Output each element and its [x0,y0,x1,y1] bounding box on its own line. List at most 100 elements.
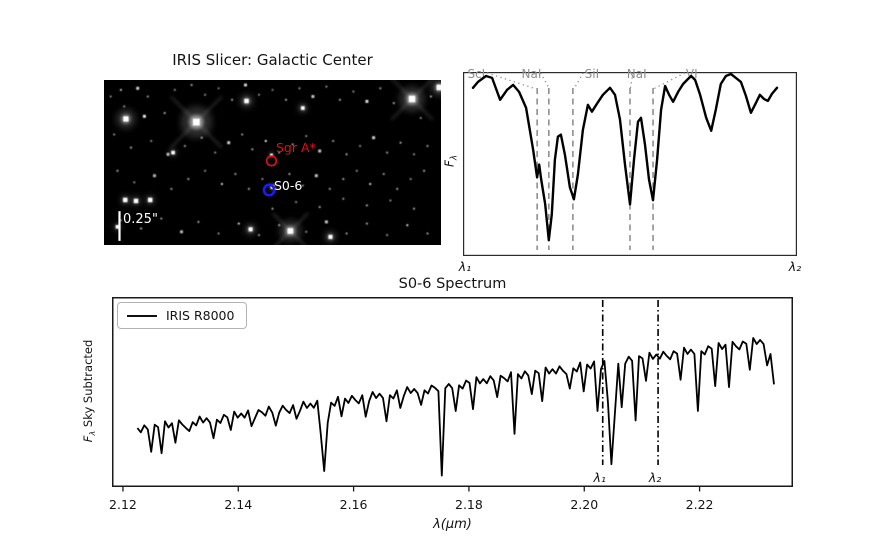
star [231,98,234,101]
star [217,232,220,235]
s06-spectrum-curve [136,337,775,477]
star [409,178,412,180]
star [234,173,237,175]
id-spectrum-curve [471,72,779,242]
species-label: SiI [585,67,600,81]
species-connector [539,72,550,88]
species-connector [653,72,686,90]
star [183,145,186,147]
line-id-panel: ScI NaI SiI NaI VI [463,67,797,257]
star [163,112,166,114]
star [109,95,112,98]
star [119,88,122,91]
star [396,187,399,190]
starfield-svg [109,80,441,245]
spectrum-axes-box [112,297,793,487]
star-core [248,227,253,232]
star [324,220,328,224]
star [227,141,231,145]
legend-box: IRIS R8000 [117,302,248,329]
star [133,181,136,184]
star [318,206,321,208]
wavelength-marker-label: λ₂ [648,470,661,485]
line-id-ylabel-main: F [442,160,457,168]
x-tick-label: 2.12 [109,497,137,512]
star [204,169,207,172]
spectrum-title: S0-6 Spectrum [398,276,507,292]
star [150,140,153,142]
star [180,230,183,234]
star [200,136,203,139]
x-tick-label: 2.16 [340,497,368,512]
star-core [244,98,249,104]
star [214,151,217,154]
x-tick-label: 2.14 [224,497,252,512]
star [278,151,281,154]
star [130,146,132,149]
spectrum-xlabel: λ(μm) [433,517,472,532]
star [251,148,254,151]
spectrum-svg: 2.12 2.14 2.16 2.18 2.20 2.22 λ₁ λ₂ [109,297,793,512]
sgra-marker-circle [265,155,278,167]
star [426,145,429,147]
spectrum-ylabel-rest: Sky Subtracted [80,339,95,431]
star [119,219,122,222]
star [220,183,223,185]
star [429,95,432,98]
star-core [287,228,294,234]
spectrum-ylabel: Fλ Sky Subtracted [81,340,97,443]
star [352,90,355,93]
star [406,224,409,227]
star-core [192,118,200,126]
star [311,95,315,98]
star [305,135,308,138]
star [136,86,140,90]
star [382,173,385,175]
spectrum-ylabel-main: F [80,435,95,443]
species-label: ScI [467,67,485,81]
sgra-label: Sgr A* [276,140,316,155]
star [170,187,173,190]
star [318,149,322,153]
star [258,234,260,237]
star [359,145,362,147]
starfield-image: Sgr A* S0-6 0.25" [104,80,441,245]
star [285,98,287,101]
spectrum-ylabel-sub: λ [87,430,98,436]
star [264,140,267,142]
star [426,232,429,235]
line-id-xright-label: λ₂ [788,259,802,274]
legend-label: IRIS R8000 [166,308,235,323]
star [305,230,308,233]
star [338,98,341,101]
star [298,87,301,90]
star [419,117,422,119]
star-core [147,197,153,203]
star [247,187,250,190]
star [271,88,274,91]
star [153,174,156,178]
x-tick-label: 2.18 [455,497,483,512]
wavelength-marker-label: λ₁ [593,470,606,485]
star [278,224,281,227]
star-core [270,153,273,157]
legend-line-swatch [127,314,157,317]
spectrum-panel: 2.12 2.14 2.16 2.18 2.20 2.22 λ₁ λ₂ [109,297,793,512]
star [332,140,335,142]
line-id-ylabel-sub: λ [449,154,460,161]
star [123,105,126,108]
star [258,93,260,96]
line-id-xleft-label: λ₁ [458,259,472,274]
star [379,87,382,90]
x-tick-label: 2.20 [570,497,598,512]
star [342,197,345,200]
field-panel-title: IRIS Slicer: Galactic Center [172,51,373,69]
species-label: NaI [627,67,647,81]
star [291,143,294,146]
star [204,93,207,96]
star [328,187,331,190]
star-core [301,106,305,110]
star [217,87,220,90]
star [399,141,402,144]
